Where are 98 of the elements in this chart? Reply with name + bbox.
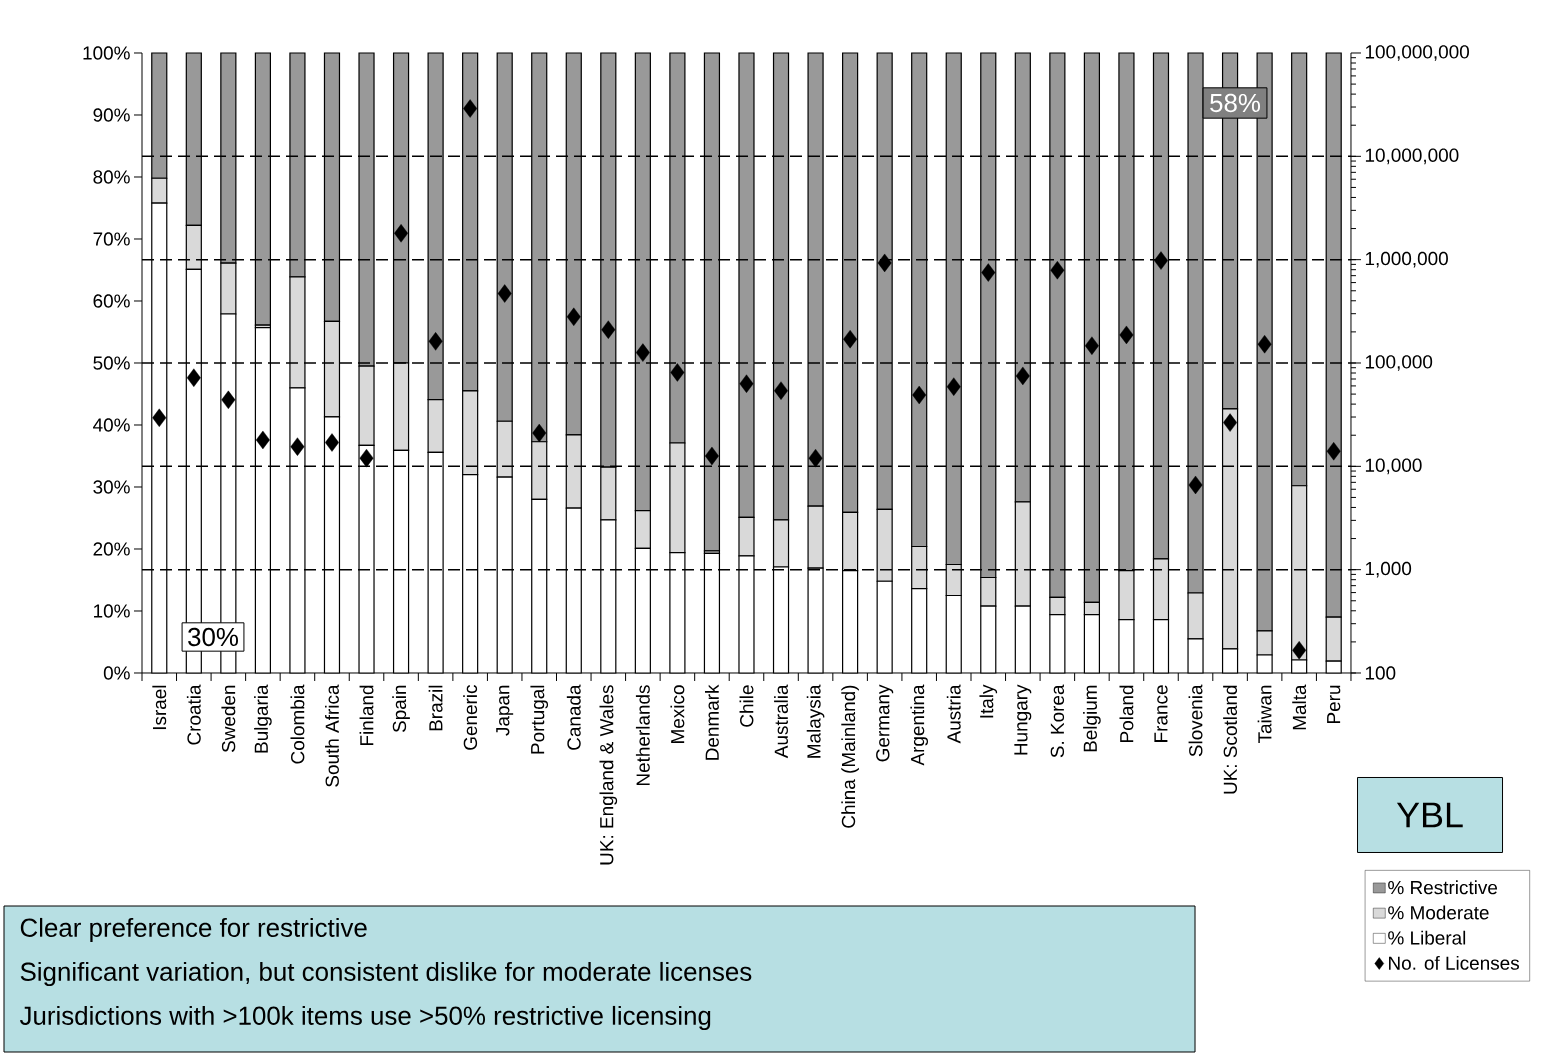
x-tick-label: Israel: [152, 685, 167, 730]
x-tick-label: Netherlands: [635, 685, 650, 786]
y-tick-label: 50%: [93, 356, 130, 370]
point: [359, 448, 374, 468]
point: [152, 408, 167, 427]
annotation: 58%: [1210, 93, 1261, 113]
x-tick-label: Colombia: [290, 684, 305, 764]
x-tick-label: Brazil: [428, 685, 443, 731]
point: [981, 263, 996, 282]
point: [1257, 335, 1272, 354]
point: [1050, 261, 1065, 280]
x-tick-label: Finland: [359, 685, 374, 746]
point: [394, 224, 409, 243]
y-tick-label: 30%: [93, 480, 130, 494]
x-tick-label: Croatia: [186, 684, 201, 745]
y2-tick-label: 10,000: [1365, 458, 1422, 475]
x-tick-label: Sweden: [221, 685, 236, 753]
x-tick-label: Taiwan: [1257, 685, 1272, 744]
x-tick-label: China (Mainland): [841, 685, 859, 828]
x-tick-label: Slovenia: [1188, 684, 1203, 757]
point: [1154, 251, 1168, 270]
y-tick-label: 20%: [93, 542, 130, 556]
y-tick-label: 0%: [103, 666, 130, 680]
x-tick-label: Mexico: [670, 685, 685, 743]
x-tick-label: UK: England & Wales: [599, 685, 618, 865]
y2-tick-label: 100,000: [1365, 355, 1433, 371]
point: [221, 390, 236, 410]
legend-label: No. of Licenses: [1389, 955, 1519, 970]
legend-label: % Moderate: [1388, 905, 1489, 920]
x-tick-label: Portugal: [530, 685, 549, 754]
point: [290, 437, 305, 456]
point: [1292, 641, 1307, 660]
y2-tick-label: 10,000,000: [1365, 148, 1459, 165]
point: [601, 320, 616, 339]
y2-tick-label: 100: [1365, 666, 1396, 680]
point: [808, 448, 823, 468]
y-tick-label: 10%: [94, 604, 130, 618]
x-tick-label: Spain: [392, 685, 410, 733]
point: [428, 332, 443, 351]
y-tick-label: 40%: [93, 418, 130, 432]
point: [1015, 366, 1030, 386]
point: [946, 377, 961, 396]
point: [774, 381, 788, 400]
x-tick-label: Generic: [463, 685, 478, 750]
x-tick-label: Belgium: [1083, 685, 1101, 752]
y2-tick-label: 100,000,000: [1365, 45, 1469, 61]
point: [1084, 336, 1099, 355]
x-tick-label: Denmark: [704, 684, 719, 760]
x-tick-label: Austria: [946, 684, 961, 744]
y2-tick-label: 1,000,000: [1365, 251, 1448, 268]
y-tick-label: 60%: [93, 294, 130, 308]
x-tick-label: Bulgaria: [254, 684, 272, 753]
x-tick-label: Japan: [496, 685, 514, 736]
x-tick-label: Malaysia: [806, 684, 825, 758]
point: [255, 430, 270, 450]
point: [497, 284, 512, 303]
legend-label: % Liberal: [1388, 930, 1466, 945]
point: [566, 307, 581, 326]
point: [670, 363, 685, 382]
x-tick-label: Canada: [566, 684, 581, 750]
legend-label: % Restrictive: [1388, 880, 1498, 895]
point: [912, 385, 927, 405]
point: [463, 99, 478, 118]
x-tick-label: Poland: [1119, 685, 1134, 742]
text: Jurisdictions with >100k items use >50% restrictive licensing: [19, 1005, 711, 1031]
point: [635, 343, 650, 362]
point: [1188, 475, 1203, 495]
x-tick-label: Malta: [1292, 684, 1307, 730]
point: [186, 368, 201, 387]
x-tick-label: Argentina: [910, 684, 929, 766]
x-tick-label: Hungary: [1014, 684, 1032, 755]
y2-tick-label: 1,000: [1365, 561, 1412, 578]
y-tick-label: 80%: [93, 170, 130, 184]
point: [739, 374, 754, 393]
point: [532, 423, 547, 443]
x-tick-label: Germany: [876, 684, 894, 762]
x-tick-label: Chile: [739, 685, 754, 727]
y-tick-label: 70%: [93, 232, 130, 246]
point: [1326, 442, 1341, 461]
y-tick-label: 100%: [83, 46, 130, 60]
x-tick-label: S. Korea: [1050, 684, 1065, 758]
point: [1119, 325, 1134, 345]
text: Significant variation, but consistent dislike for moderate licenses: [20, 961, 752, 987]
point: [843, 329, 858, 349]
x-tick-label: Italy: [979, 684, 998, 718]
x-tick-label: Australia: [774, 684, 788, 759]
annotation: 30%: [188, 627, 238, 647]
x-tick-label: South Africa: [325, 684, 339, 787]
y-tick-label: 90%: [93, 108, 130, 122]
point: [877, 253, 892, 273]
x-tick-label: UK: Scotland: [1223, 685, 1238, 794]
text: YBL: [1396, 802, 1463, 828]
point: [1223, 413, 1238, 432]
x-tick-label: France: [1154, 685, 1168, 742]
point: [705, 446, 719, 466]
x-tick-label: Peru: [1327, 685, 1341, 723]
point: [325, 433, 339, 452]
text: Clear preference for restrictive: [20, 917, 367, 943]
